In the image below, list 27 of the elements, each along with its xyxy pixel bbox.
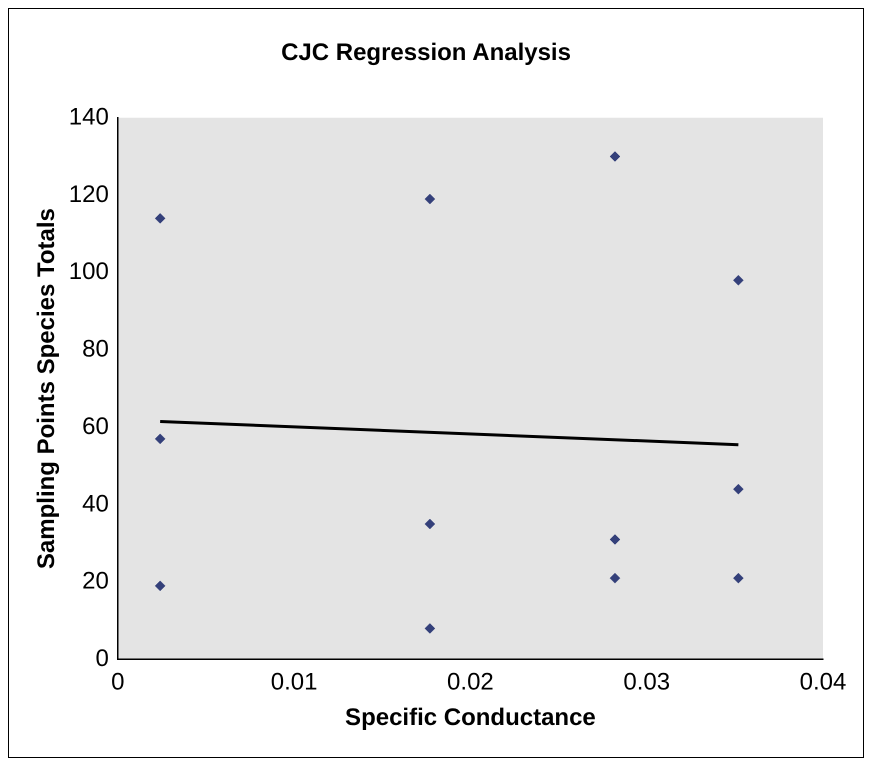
point: [154, 213, 166, 224]
y-tick-label: 20: [82, 568, 109, 595]
point: [733, 275, 744, 286]
y-tick-label: 140: [68, 103, 109, 130]
x-axis-title: Specific Conductance: [345, 704, 596, 732]
point: [424, 194, 436, 204]
x-tick-label: 0.01: [270, 668, 318, 696]
point: [610, 572, 620, 584]
point: [154, 434, 166, 444]
x-tick-label: 0.03: [623, 668, 670, 696]
y-tick-label: 0: [95, 645, 109, 672]
point: [733, 484, 744, 494]
point: [610, 151, 620, 162]
x-tick-label: 0.02: [447, 668, 494, 696]
point: [610, 534, 620, 545]
y-tick-label: 100: [68, 258, 109, 286]
chart-title: CJC Regression Analysis: [281, 39, 571, 66]
point: [733, 572, 744, 584]
y-tick-label: 40: [82, 490, 109, 518]
x-tick-label: 0.04: [800, 668, 846, 696]
point: [154, 580, 166, 592]
point: [424, 518, 436, 530]
y-tick-label: 120: [68, 180, 109, 208]
y-axis-title: Sampling Points Species Totals: [33, 208, 60, 570]
y-tick-label: 60: [82, 412, 109, 440]
point: [424, 623, 436, 634]
y-tick-label: 80: [82, 336, 109, 363]
